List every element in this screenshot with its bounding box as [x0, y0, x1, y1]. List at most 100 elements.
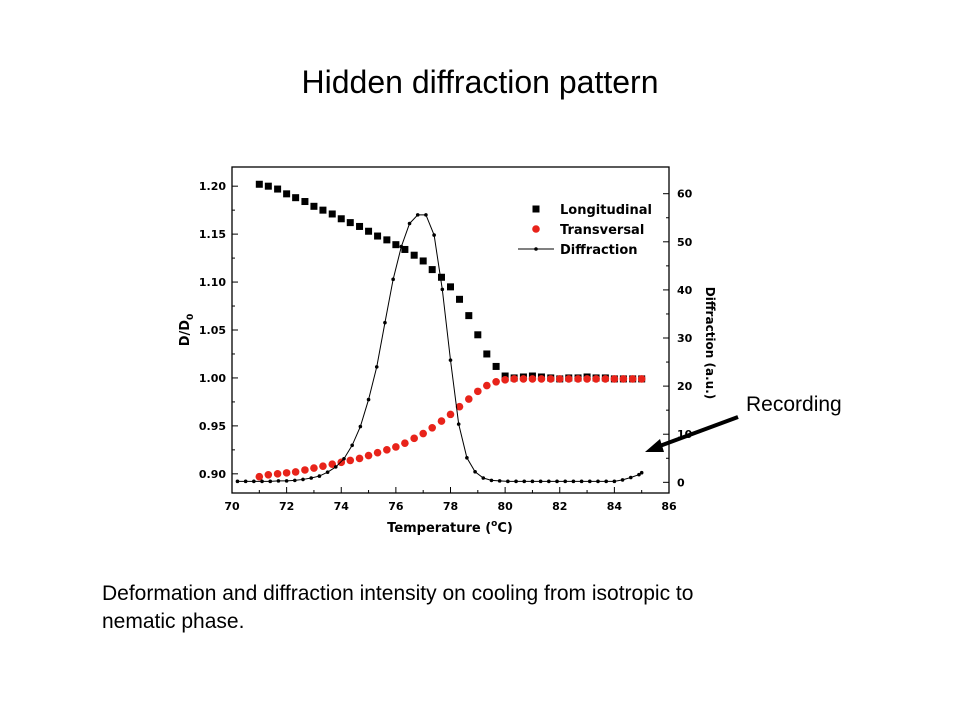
- recording-label: Recording: [746, 393, 842, 416]
- point-diffraction: [432, 233, 436, 237]
- x-tick-label: 78: [443, 500, 458, 513]
- y-axis-label-main: D/D: [178, 320, 193, 347]
- point-diffraction: [325, 470, 330, 475]
- caption-line-1: Deformation and diffraction intensity on…: [102, 582, 694, 605]
- point-diffraction: [612, 479, 617, 484]
- caption-line-2: nematic phase.: [102, 610, 245, 633]
- point-transversal: [519, 375, 528, 383]
- legend-label-transversal: Transversal: [560, 223, 644, 238]
- x-axis-label-unit: C): [497, 521, 512, 536]
- x-tick-label: 82: [552, 500, 567, 513]
- recording-arrow: [656, 415, 739, 449]
- point-diffraction: [530, 479, 535, 484]
- x-axis-label-main: Temperature (: [387, 521, 491, 536]
- y-tick-label: 1.05: [199, 324, 226, 337]
- point-diffraction: [538, 479, 543, 484]
- point-diffraction: [276, 479, 281, 483]
- point-diffraction: [604, 479, 608, 484]
- series-diffraction: [235, 213, 644, 484]
- point-diffraction: [497, 479, 502, 483]
- point-longitudinal: [501, 372, 509, 380]
- point-diffraction: [587, 479, 592, 484]
- point-transversal: [291, 468, 300, 476]
- point-longitudinal: [346, 219, 354, 227]
- y-tick-label: 0.90: [199, 468, 226, 481]
- y2-tick-label: 50: [677, 236, 693, 249]
- point-transversal: [419, 429, 427, 438]
- point-transversal: [455, 402, 464, 411]
- point-longitudinal: [492, 362, 500, 370]
- point-diffraction: [383, 320, 387, 325]
- point-diffraction: [465, 455, 469, 460]
- y2-axis-label: Diffraction (a.u.): [703, 287, 717, 399]
- y-tick-label: 1.20: [199, 180, 226, 193]
- point-diffraction: [284, 479, 289, 483]
- point-transversal: [446, 410, 455, 419]
- point-transversal: [474, 387, 482, 396]
- point-transversal: [264, 470, 273, 479]
- point-transversal: [410, 434, 418, 443]
- recording-arrowhead: [645, 439, 664, 452]
- point-transversal: [483, 381, 491, 390]
- point-longitudinal: [319, 206, 327, 214]
- x-axis: 70 72 74 76 78 80 82 84 86: [224, 487, 677, 513]
- point-transversal: [628, 375, 637, 383]
- point-longitudinal: [301, 198, 309, 206]
- point-diffraction: [637, 472, 641, 477]
- point-diffraction: [293, 478, 297, 483]
- y2-tick-label: 30: [677, 332, 693, 345]
- legend-marker-transversal: [532, 225, 540, 233]
- point-longitudinal: [365, 227, 373, 235]
- point-transversal: [592, 375, 600, 383]
- point-transversal: [364, 451, 373, 460]
- point-transversal: [428, 424, 437, 432]
- x-tick-label: 80: [497, 500, 513, 513]
- point-longitudinal: [292, 194, 300, 202]
- point-diffraction: [399, 244, 404, 249]
- y-tick-label: 1.10: [199, 276, 226, 289]
- point-diffraction: [301, 477, 305, 482]
- point-diffraction: [456, 422, 461, 426]
- point-longitudinal: [456, 295, 464, 303]
- x-axis-label: Temperature (oC): [387, 519, 513, 536]
- point-diffraction: [358, 424, 363, 429]
- point-transversal: [510, 375, 518, 383]
- point-transversal: [319, 462, 327, 470]
- point-transversal: [528, 375, 537, 383]
- point-transversal: [346, 456, 355, 465]
- x-tick-label: 84: [607, 500, 623, 513]
- x-tick-label: 72: [279, 500, 294, 513]
- point-longitudinal: [264, 182, 272, 190]
- point-diffraction: [579, 479, 584, 484]
- y-tick-label: 0.95: [199, 420, 226, 433]
- point-transversal: [492, 377, 500, 386]
- point-diffraction: [489, 478, 494, 483]
- point-transversal: [383, 446, 391, 454]
- point-longitudinal: [410, 251, 418, 259]
- point-longitudinal: [401, 245, 409, 253]
- point-longitudinal: [465, 312, 473, 320]
- point-longitudinal: [474, 331, 482, 339]
- point-longitudinal: [310, 202, 318, 210]
- point-transversal: [392, 443, 400, 451]
- point-diffraction: [473, 469, 477, 474]
- point-diffraction: [596, 479, 600, 484]
- point-longitudinal: [374, 232, 382, 240]
- point-diffraction: [243, 479, 248, 484]
- point-longitudinal: [437, 273, 445, 281]
- y-tick-label: 1.00: [199, 372, 226, 385]
- point-transversal: [546, 375, 555, 383]
- x-tick-label: 76: [388, 500, 404, 513]
- point-diffraction: [639, 470, 644, 475]
- point-transversal: [282, 469, 291, 477]
- point-diffraction: [563, 479, 568, 484]
- point-transversal: [255, 472, 264, 481]
- y-axis-label: D/D0: [178, 314, 196, 347]
- point-diffraction: [366, 397, 371, 402]
- point-diffraction: [628, 475, 633, 480]
- point-longitudinal: [447, 283, 454, 291]
- point-diffraction: [571, 479, 576, 484]
- point-diffraction: [415, 213, 420, 217]
- point-transversal: [583, 375, 591, 383]
- y-axis-left: 0.90 0.95 1.00 1.05 1.10 1.15 1.20: [199, 180, 238, 481]
